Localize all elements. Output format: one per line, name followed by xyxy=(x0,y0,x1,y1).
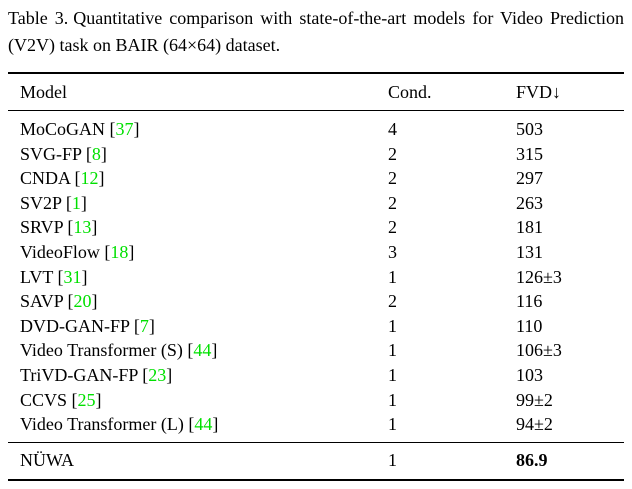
cond-cell: 2 xyxy=(388,291,397,312)
fvd-cell: 110 xyxy=(516,315,543,336)
citation-link[interactable]: 7 xyxy=(139,315,149,336)
cond-cell: 1 xyxy=(388,389,397,410)
model-cell: LVT [31] xyxy=(20,266,88,287)
model-cell: SRVP [13] xyxy=(20,217,98,238)
fvd-cell: 126±3 xyxy=(516,266,562,287)
fvd-cell: 94±2 xyxy=(516,414,553,435)
caption-text: Quantitative comparison with state-of-th… xyxy=(8,8,624,55)
fvd-cell: 315 xyxy=(516,143,543,164)
fvd-cell: 106±3 xyxy=(516,340,562,361)
model-cell: SVG-FP [8] xyxy=(20,143,107,164)
model-cell: Video Transformer (S) [44] xyxy=(20,340,218,361)
citation-link[interactable]: 13 xyxy=(73,217,92,238)
citation-link[interactable]: 31 xyxy=(63,266,82,287)
citation-link[interactable]: 12 xyxy=(80,168,99,189)
table-row: Video Transformer (S) [44] 1 106±3 xyxy=(8,338,624,363)
cond-cell: 2 xyxy=(388,217,397,238)
table-row: TriVD-GAN-FP [23] 1 103 xyxy=(8,363,624,388)
table-row: SAVP [20] 2 116 xyxy=(8,289,624,314)
column-header-cond: Cond. xyxy=(388,73,516,111)
caption-label: Table 3. xyxy=(8,8,69,28)
model-cell: NÜWA xyxy=(8,441,388,480)
table-row: CNDA [12] 2 297 xyxy=(8,166,624,191)
cond-cell: 1 xyxy=(388,266,397,287)
model-cell: VideoFlow [18] xyxy=(20,241,135,262)
cond-cell: 1 xyxy=(388,340,397,361)
citation-link[interactable]: 25 xyxy=(77,389,96,410)
cond-cell: 1 xyxy=(388,414,397,435)
table-row: DVD-GAN-FP [7] 1 110 xyxy=(8,314,624,339)
fvd-cell: 103 xyxy=(516,364,543,385)
fvd-cell: 116 xyxy=(516,291,543,312)
fvd-cell: 131 xyxy=(516,241,543,262)
table-row: SVG-FP [8] 2 315 xyxy=(8,142,624,167)
table-row: CCVS [25] 1 99±2 xyxy=(8,388,624,413)
citation-link[interactable]: 8 xyxy=(91,143,101,164)
citation-link[interactable]: 37 xyxy=(115,119,134,139)
model-name: MoCoGAN xyxy=(20,119,106,139)
model-name: SAVP xyxy=(20,291,64,312)
model-name: VideoFlow xyxy=(20,241,100,262)
model-cell: DVD-GAN-FP [7] xyxy=(20,315,155,336)
model-name: SRVP xyxy=(20,217,63,238)
citation-link[interactable]: 23 xyxy=(148,364,167,385)
model-cell: CCVS [25] xyxy=(20,389,102,410)
highlight-row: NÜWA 1 86.9 xyxy=(8,441,624,480)
model-name: SV2P xyxy=(20,192,62,213)
citation-link[interactable]: 18 xyxy=(110,241,129,262)
table-footer: NÜWA 1 86.9 xyxy=(8,441,624,480)
cond-cell: 1 xyxy=(388,441,516,480)
table-caption: Table 3. Quantitative comparison with sta… xyxy=(8,5,624,59)
results-table: Model Cond. FVD↓ MoCoGAN [37] 4 503 SVG-FP … xyxy=(8,72,624,481)
column-header-model: Model xyxy=(8,73,388,111)
model-name: SVG-FP xyxy=(20,143,82,164)
fvd-cell: 181 xyxy=(516,217,543,238)
cond-cell: 2 xyxy=(388,168,397,189)
table-body: MoCoGAN [37] 4 503 SVG-FP [8] 2 315 CNDA [12] 2… xyxy=(8,111,624,443)
model-name: DVD-GAN-FP xyxy=(20,315,130,336)
table-row: SRVP [13] 2 181 xyxy=(8,215,624,240)
cond-cell: 1 xyxy=(388,315,397,336)
cond-cell: 3 xyxy=(388,241,397,262)
model-cell: TriVD-GAN-FP [23] xyxy=(20,364,173,385)
table-row: Video Transformer (L) [44] 1 94±2 xyxy=(8,412,624,442)
table-row: SV2P [1] 2 263 xyxy=(8,191,624,216)
model-cell: Video Transformer (L) [44] xyxy=(20,414,219,435)
table-row: MoCoGAN [37] 4 503 xyxy=(8,111,624,142)
citation-link[interactable]: 20 xyxy=(73,291,92,312)
model-name: CCVS xyxy=(20,389,68,410)
model-name: LVT xyxy=(20,266,54,287)
cond-cell: 1 xyxy=(388,364,397,385)
model-name: Video Transformer (S) xyxy=(20,340,183,361)
model-cell: SV2P [1] xyxy=(20,192,87,213)
cond-cell: 2 xyxy=(388,192,397,213)
cond-cell: 4 xyxy=(388,119,397,139)
fvd-cell: 263 xyxy=(516,192,543,213)
model-cell: MoCoGAN [37] xyxy=(20,119,140,139)
fvd-cell: 503 xyxy=(516,119,543,139)
model-name: TriVD-GAN-FP xyxy=(20,364,138,385)
fvd-cell: 86.9 xyxy=(516,441,624,480)
model-name: Video Transformer (L) xyxy=(20,414,184,435)
column-header-fvd: FVD↓ xyxy=(516,73,624,111)
table-header: Model Cond. FVD↓ xyxy=(8,73,624,111)
citation-link[interactable]: 44 xyxy=(194,414,213,435)
model-cell: CNDA [12] xyxy=(20,168,105,189)
citation-link[interactable]: 1 xyxy=(71,192,81,213)
fvd-cell: 297 xyxy=(516,168,543,189)
citation-link[interactable]: 44 xyxy=(193,340,212,361)
header-row: Model Cond. FVD↓ xyxy=(8,73,624,111)
fvd-cell: 99±2 xyxy=(516,389,553,410)
table-row: VideoFlow [18] 3 131 xyxy=(8,240,624,265)
cond-cell: 2 xyxy=(388,143,397,164)
model-cell: SAVP [20] xyxy=(20,291,98,312)
model-name: CNDA xyxy=(20,168,71,189)
table-row: LVT [31] 1 126±3 xyxy=(8,265,624,290)
